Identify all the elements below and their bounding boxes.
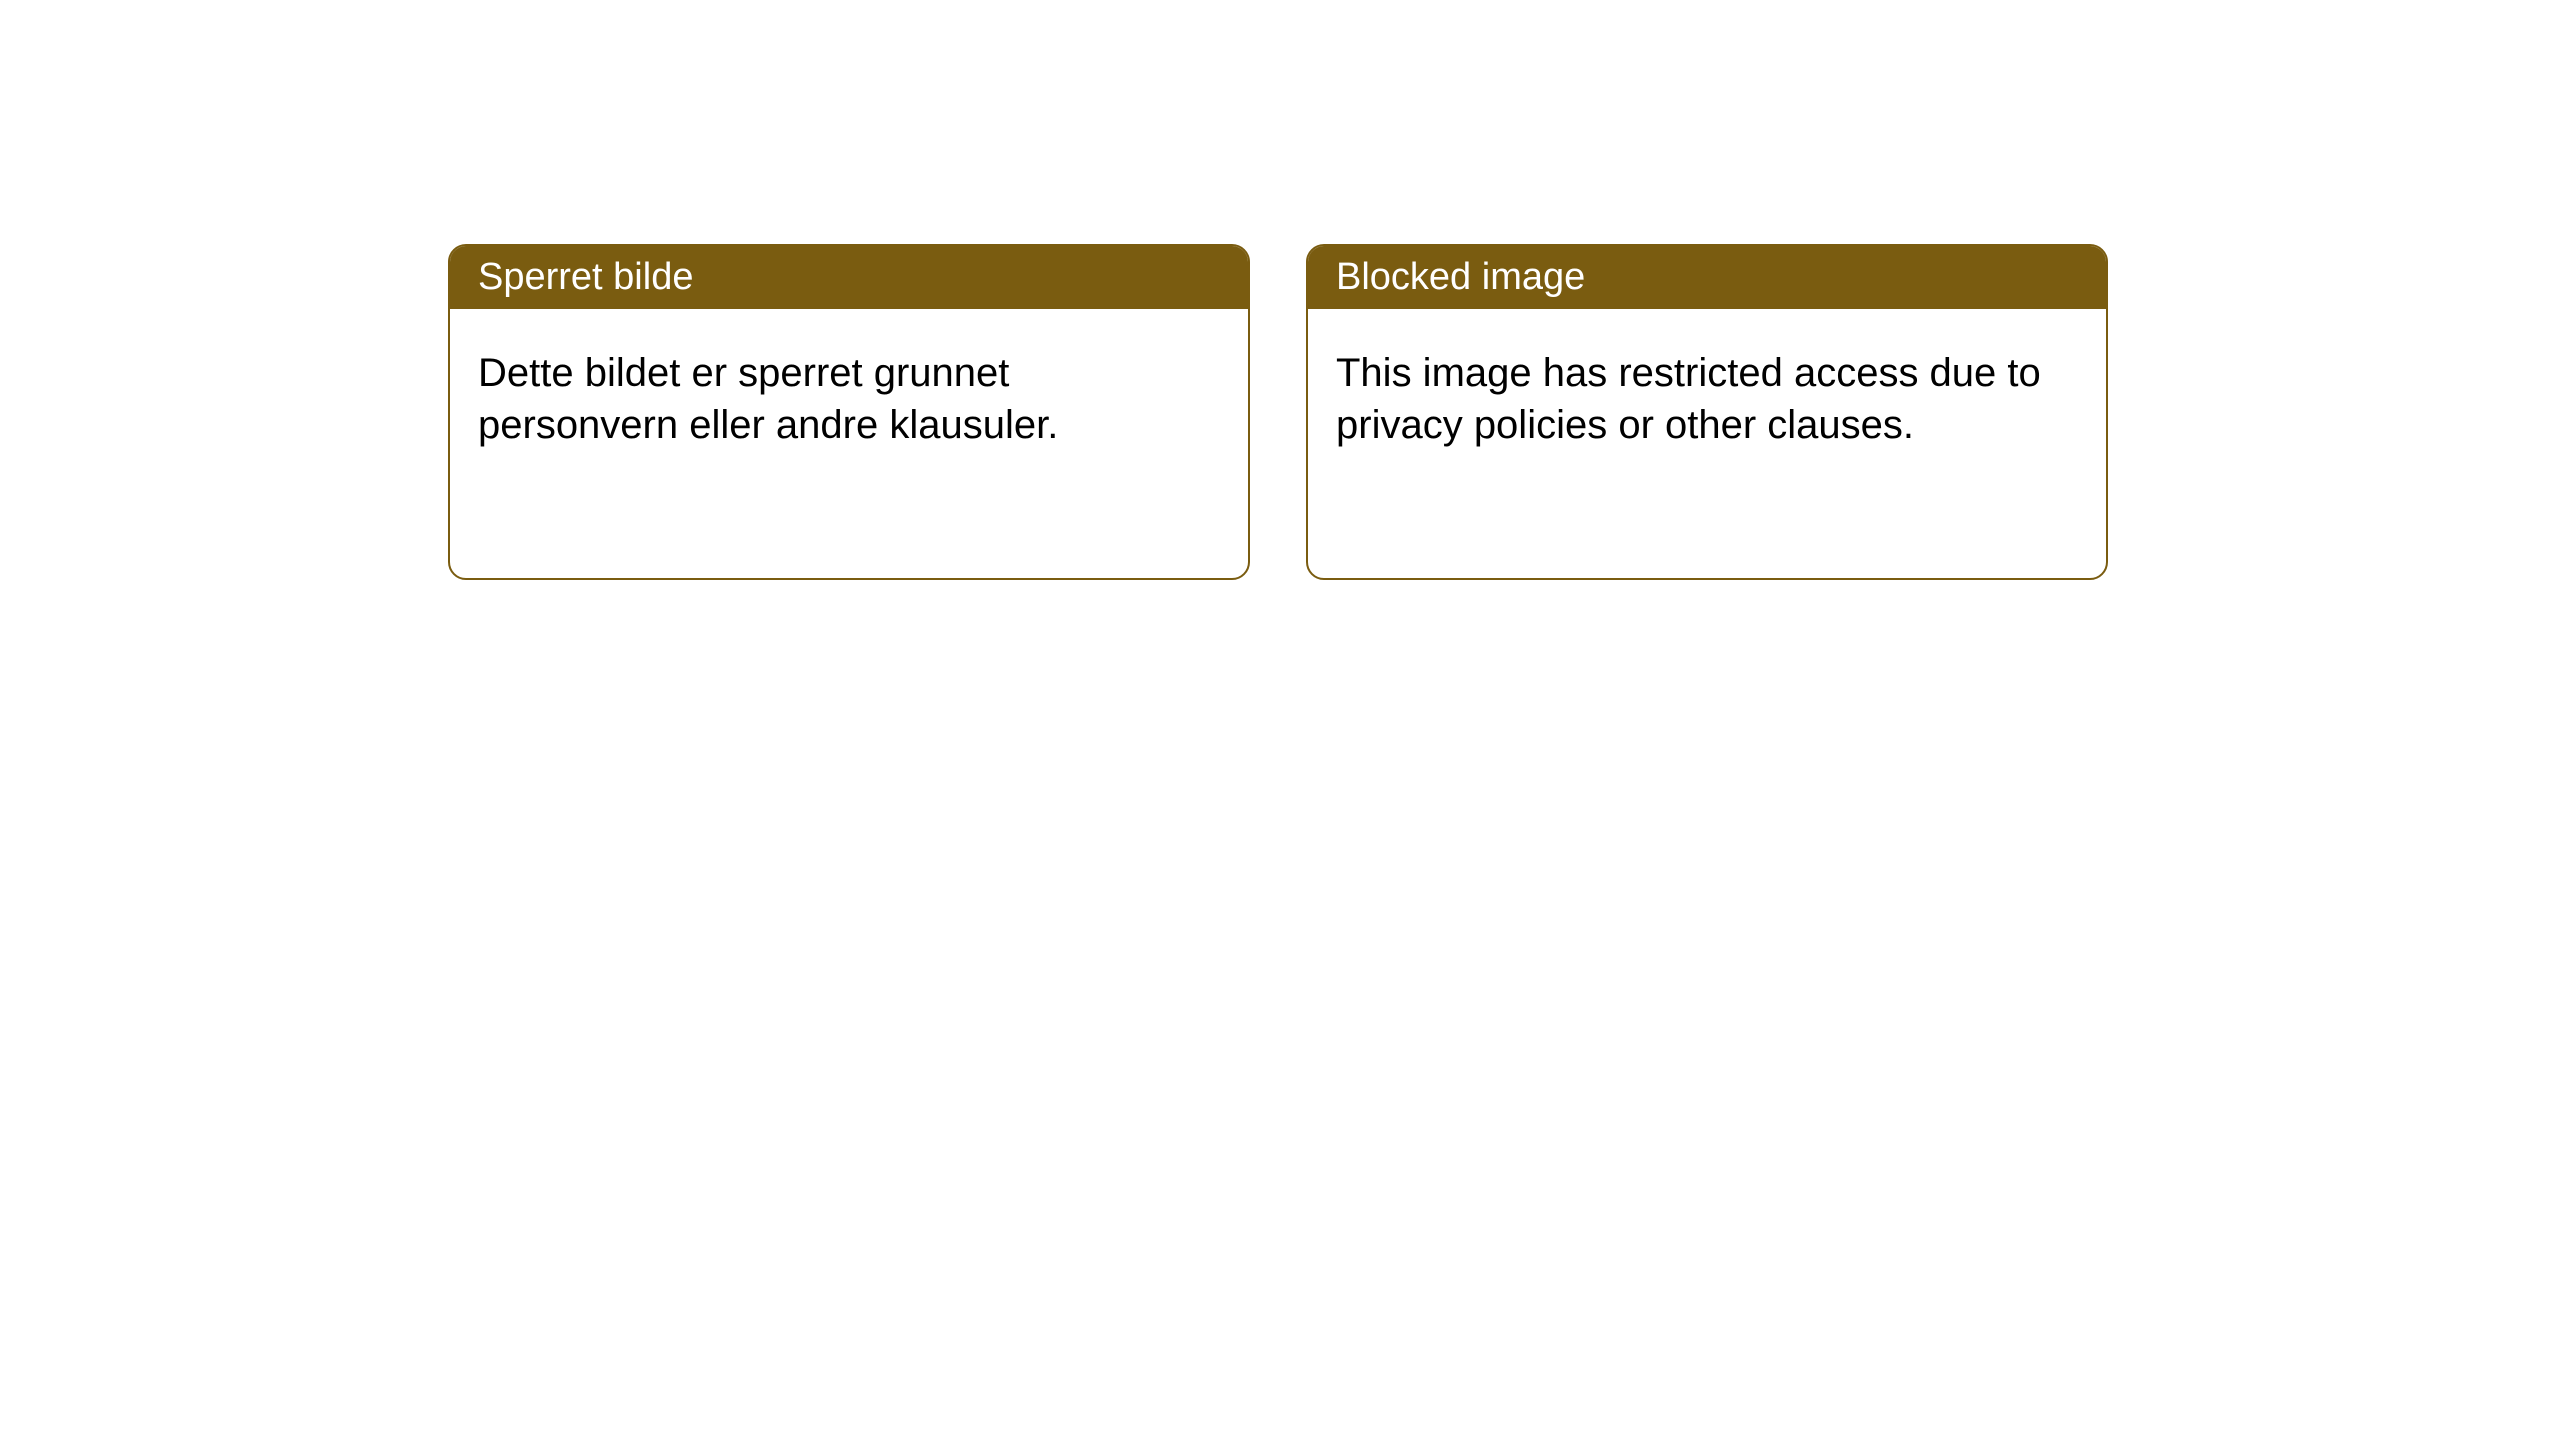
notice-cards-container: Sperret bilde Dette bildet er sperret gr… bbox=[0, 0, 2560, 580]
blocked-image-card-english: Blocked image This image has restricted … bbox=[1306, 244, 2108, 580]
card-body-norwegian: Dette bildet er sperret grunnet personve… bbox=[450, 309, 1248, 489]
card-header-norwegian: Sperret bilde bbox=[450, 246, 1248, 309]
blocked-image-card-norwegian: Sperret bilde Dette bildet er sperret gr… bbox=[448, 244, 1250, 580]
card-body-english: This image has restricted access due to … bbox=[1308, 309, 2106, 489]
card-header-english: Blocked image bbox=[1308, 246, 2106, 309]
